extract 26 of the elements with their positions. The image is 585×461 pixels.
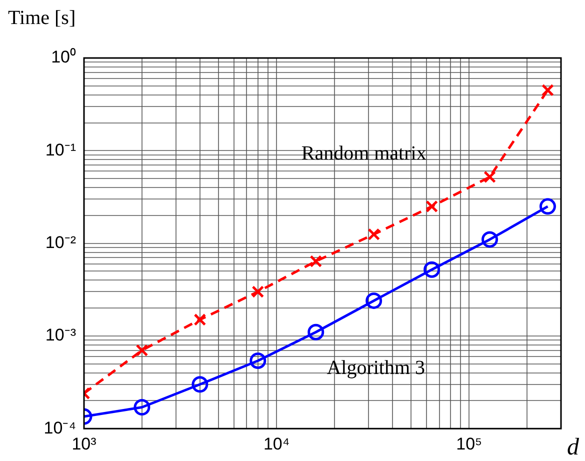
series-label: Random matrix: [301, 142, 426, 164]
y-axis-title: Time [s]: [8, 7, 76, 29]
point: [366, 292, 382, 309]
point: [426, 200, 438, 213]
y-tick-label: 10⁻²: [45, 232, 76, 252]
y-tick-label: 10⁻³: [45, 326, 76, 345]
point: [252, 286, 264, 298]
point: [250, 352, 266, 369]
point: [136, 344, 148, 356]
point: [482, 231, 498, 248]
point: [194, 313, 206, 326]
series-label: Algorithm 3: [326, 357, 426, 380]
x-tick-label: 10⁴: [263, 434, 290, 454]
y-tick-label: 10⁻¹: [45, 140, 76, 160]
x-axis-title: d: [567, 434, 580, 461]
point: [539, 198, 556, 215]
point: [542, 84, 554, 96]
point: [310, 255, 322, 268]
y-tick-label: 10⁰: [51, 48, 76, 67]
point: [308, 324, 324, 340]
point: [424, 261, 440, 278]
point: [192, 376, 208, 393]
point: [368, 228, 380, 241]
point: [134, 399, 150, 416]
point: [484, 170, 496, 184]
x-tick-label: 10⁵: [456, 434, 482, 454]
